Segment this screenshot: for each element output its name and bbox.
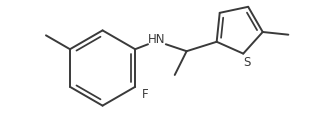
Text: F: F <box>142 88 148 101</box>
Text: HN: HN <box>148 33 166 46</box>
Text: S: S <box>244 56 251 69</box>
